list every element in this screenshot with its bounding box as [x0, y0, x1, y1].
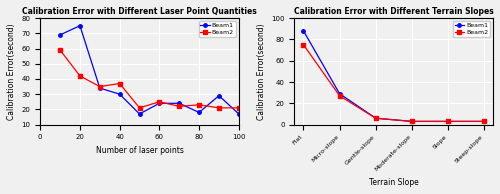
Beam2 [97, 85, 103, 88]
Beam1 [97, 87, 103, 89]
Beam2 [409, 120, 415, 123]
Beam2 [336, 95, 342, 97]
Beam1 [116, 93, 122, 95]
Line: Beam1: Beam1 [58, 24, 240, 116]
Beam2 [445, 120, 451, 123]
Beam2 [481, 120, 487, 123]
Beam1 [300, 30, 306, 32]
Beam1 [409, 120, 415, 123]
X-axis label: Terrain Slope: Terrain Slope [369, 178, 418, 187]
Line: Beam2: Beam2 [58, 48, 240, 110]
Beam1 [176, 102, 182, 104]
Legend: Beam1, Beam2: Beam1, Beam2 [453, 21, 490, 37]
Line: Beam2: Beam2 [302, 43, 486, 123]
Beam1 [196, 111, 202, 114]
Title: Calibration Error with Different Terrain Slopes: Calibration Error with Different Terrain… [294, 7, 494, 16]
Beam1 [216, 94, 222, 97]
Y-axis label: Calibration Error(second): Calibration Error(second) [256, 23, 266, 120]
Beam2 [176, 105, 182, 107]
Beam1 [156, 102, 162, 104]
Beam2 [116, 82, 122, 85]
Legend: Beam1, Beam2: Beam1, Beam2 [198, 21, 235, 37]
Beam1 [136, 113, 142, 115]
Beam2 [196, 104, 202, 106]
Beam1 [236, 113, 242, 115]
Beam1 [445, 120, 451, 123]
Beam1 [481, 120, 487, 123]
Beam2 [77, 75, 83, 77]
Beam1 [57, 34, 63, 36]
Beam2 [372, 117, 378, 119]
Beam1 [336, 93, 342, 95]
Line: Beam1: Beam1 [302, 29, 486, 123]
Beam1 [77, 25, 83, 27]
Beam2 [300, 44, 306, 46]
Beam2 [136, 107, 142, 109]
Beam2 [236, 107, 242, 109]
Y-axis label: Calibration Error(second): Calibration Error(second) [7, 23, 16, 120]
Beam2 [216, 107, 222, 109]
Beam1 [372, 117, 378, 119]
Beam2 [57, 49, 63, 51]
Title: Calibration Error with Different Laser Point Quantities: Calibration Error with Different Laser P… [22, 7, 257, 16]
Beam2 [156, 101, 162, 103]
X-axis label: Number of laser points: Number of laser points [96, 146, 184, 155]
